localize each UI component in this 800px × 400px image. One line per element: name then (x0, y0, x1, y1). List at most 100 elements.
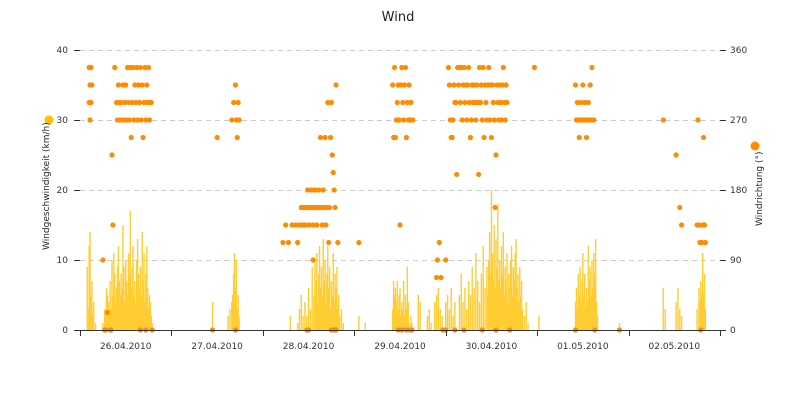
direction-point (316, 187, 322, 193)
direction-point (488, 134, 495, 141)
speed-bar (231, 295, 234, 330)
speed-bar (527, 323, 529, 330)
speed-bar (148, 295, 151, 330)
chart-title: Wind (382, 10, 415, 25)
speed-bar (675, 302, 677, 330)
direction-point (320, 187, 326, 193)
speed-bar (328, 267, 331, 330)
y-axis-left-title: Windgeschwindigkeit (km/h) (42, 122, 52, 250)
direction-point (443, 257, 449, 263)
speed-bar (120, 274, 122, 330)
direction-point (117, 117, 123, 123)
speed-bar (466, 309, 468, 330)
speed-bar (406, 267, 409, 330)
direction-point (480, 64, 486, 71)
speed-bar (505, 281, 507, 330)
direction-point (408, 99, 414, 106)
direction-point (391, 64, 398, 71)
speed-bar (307, 288, 310, 330)
speed-bar (94, 323, 97, 330)
speed-bar (123, 267, 125, 330)
y-axis-right-title: Windrichtung (°) (755, 151, 765, 226)
direction-point (306, 222, 313, 228)
direction-point (403, 134, 409, 141)
speed-bar (146, 246, 148, 330)
speed-bar (111, 260, 113, 330)
direction-point (491, 117, 497, 123)
speed-bar (575, 288, 578, 330)
speed-bar (309, 309, 312, 330)
direction-point (446, 82, 452, 88)
direction-point (450, 117, 456, 123)
direction-point (317, 134, 324, 141)
direction-point (333, 82, 339, 88)
direction-point (410, 117, 416, 123)
speed-bar (146, 288, 149, 330)
direction-point (214, 134, 220, 141)
speed-bar (506, 253, 508, 330)
speed-bar (618, 323, 621, 330)
speed-bar (88, 246, 90, 330)
y-left-tick-label: 10 (57, 256, 69, 266)
speed-bar (338, 295, 340, 330)
direction-point (112, 64, 118, 71)
speed-bar (509, 288, 511, 330)
direction-point (700, 134, 707, 141)
speed-bar (130, 288, 132, 330)
speed-bar (419, 302, 421, 330)
direction-point (582, 99, 588, 106)
speed-bar (93, 302, 95, 330)
direction-point (88, 99, 94, 106)
speed-bar (311, 267, 313, 330)
direction-point (236, 117, 242, 123)
direction-point (398, 82, 404, 88)
direction-point (434, 257, 441, 263)
speed-bar (577, 274, 579, 330)
direction-point (467, 134, 473, 141)
speed-bar (581, 281, 583, 330)
speed-bar (119, 295, 121, 330)
speed-bar (417, 295, 419, 330)
x-tick-label: 26.04.2010 (100, 342, 152, 352)
speed-bar (313, 295, 315, 330)
speed-bar (484, 288, 486, 330)
direction-point (137, 64, 143, 71)
direction-point (498, 117, 505, 123)
direction-point (585, 99, 591, 106)
direction-point (576, 134, 582, 141)
direction-point (400, 99, 406, 106)
direction-point (146, 117, 153, 123)
direction-point (478, 82, 484, 88)
speed-bar (139, 267, 142, 330)
direction-point (327, 134, 334, 141)
speed-bar (298, 309, 301, 330)
speed-bar (696, 309, 698, 330)
direction-point (289, 222, 295, 228)
direction-point (123, 82, 129, 88)
speed-bar (306, 316, 308, 330)
speed-bar (296, 323, 299, 330)
direction-point (87, 117, 93, 123)
direction-point (464, 117, 470, 123)
direction-point (133, 99, 139, 106)
speed-bar (410, 316, 412, 330)
y-left-tick-label: 20 (57, 186, 69, 196)
speed-bar (507, 302, 509, 330)
speed-bar (593, 253, 595, 330)
speed-bars (86, 190, 707, 330)
direction-point (88, 64, 94, 71)
x-tick-label: 30.04.2010 (466, 342, 518, 352)
direction-point (587, 82, 593, 88)
speed-bar (125, 281, 128, 330)
direction-point (285, 239, 292, 246)
speed-bar (509, 260, 512, 330)
direction-point (457, 99, 463, 106)
speed-bar (116, 267, 119, 330)
speed-bar (504, 267, 506, 330)
direction-point (406, 82, 412, 88)
direction-point (139, 82, 145, 88)
speed-bar (314, 260, 316, 330)
speed-bar (395, 302, 398, 330)
speed-bar (516, 288, 518, 330)
speed-bar (584, 309, 587, 330)
